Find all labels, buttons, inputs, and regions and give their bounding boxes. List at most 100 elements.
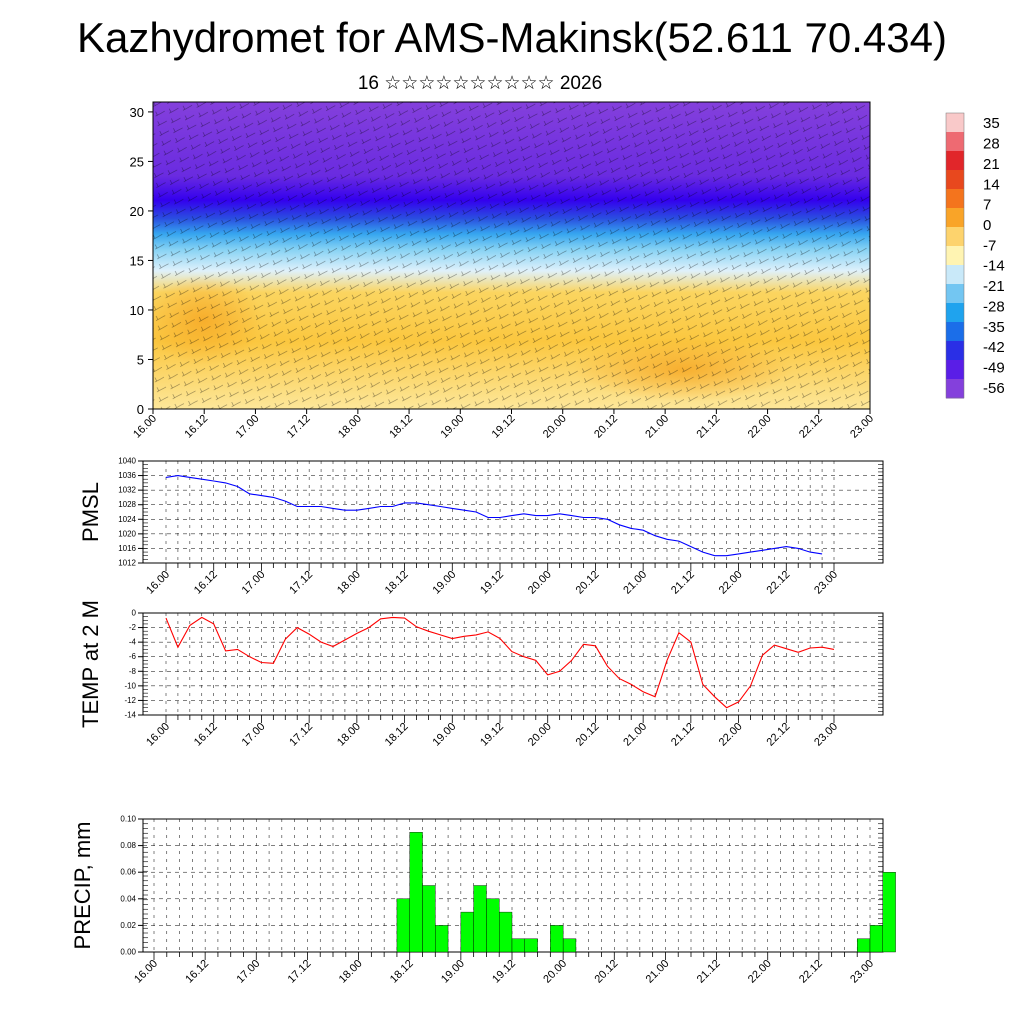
colorbar-swatch: [946, 284, 964, 304]
colorbar-swatch: [946, 151, 964, 171]
y-tick-label: -8: [129, 667, 137, 676]
x-tick-label: 23.00: [848, 958, 876, 986]
plot-frame: [142, 460, 884, 564]
colorbar-swatch: [946, 132, 964, 152]
x-tick-label: 22.00: [717, 721, 745, 749]
precip-bar: [473, 885, 487, 953]
precip-bar: [562, 938, 577, 953]
y-tick-label: -4: [129, 638, 137, 647]
y-tick-label: 0.06: [120, 868, 136, 877]
x-tick-label: 21.12: [669, 721, 697, 749]
x-tick-label: 16.00: [132, 958, 160, 986]
x-tick-label: 17.00: [234, 413, 262, 441]
x-tick-label: 20.12: [592, 413, 620, 441]
x-tick-label: 18.12: [388, 958, 416, 986]
plot-frame: [142, 612, 884, 716]
colorbar-swatch: [946, 113, 964, 133]
x-tick-label: 22.00: [746, 413, 774, 441]
y-tick-label: 0.10: [120, 815, 136, 824]
x-tick-label: 22.12: [764, 569, 792, 597]
colorbar-frame: [945, 112, 965, 399]
y-tick-label: 20: [130, 204, 144, 219]
x-tick-label: 18.00: [335, 569, 363, 597]
x-tick-label: 20.00: [526, 721, 554, 749]
x-tick-label: 22.12: [797, 958, 825, 986]
pmsl-line: [165, 475, 823, 557]
x-tick-label: 17.12: [286, 958, 314, 986]
y-tick-label: 10: [130, 303, 144, 318]
y-tick-label: 0.04: [120, 894, 136, 903]
y-tick-label: 0: [132, 609, 137, 618]
precip-bar: [435, 925, 449, 953]
y-tick-label: -2: [129, 623, 137, 632]
y-tick-label: 0.02: [120, 921, 136, 930]
x-tick-label: 20.12: [574, 721, 602, 749]
colorbar-label: -21: [983, 278, 1005, 295]
y-tick-label: 5: [137, 352, 144, 367]
x-tick-label: 19.00: [430, 569, 458, 597]
y-tick-label: 1032: [118, 486, 136, 495]
y-tick-label: -12: [124, 696, 136, 705]
colorbar: 35 28 21 14 7 0 -7 -14 -21 -28 -35 -42 -49 -56: [945, 112, 1005, 399]
x-tick-label: 22.12: [764, 721, 792, 749]
precip-bar: [396, 898, 410, 953]
precip-bar: [511, 938, 525, 953]
x-tick-label: 16.00: [131, 413, 159, 441]
x-tick-label: 18.00: [335, 721, 363, 749]
x-tick-label: 18.12: [383, 569, 411, 597]
x-tick-label: 19.12: [478, 721, 506, 749]
x-tick-label: 21.00: [643, 413, 671, 441]
x-tick-label: 18.12: [383, 721, 411, 749]
y-axis-title: PRECIP, mm: [70, 822, 95, 950]
colorbar-swatch: [946, 265, 964, 285]
field-overlays: [153, 102, 870, 409]
temp-line: [165, 616, 835, 709]
x-tick-label: 20.00: [526, 569, 554, 597]
colorbar-label: -35: [983, 319, 1005, 336]
x-tick-label: 23.00: [812, 721, 840, 749]
y-tick-label: 1028: [118, 500, 136, 509]
y-tick-label: 1012: [118, 559, 136, 568]
x-tick-label: 19.00: [430, 721, 458, 749]
precip-panel: 0.00 0.02 0.04 0.06 0.08 0.10 16.00 16.12 17.00 1…: [70, 815, 896, 986]
colorbar-swatch: [946, 170, 964, 190]
colorbar-swatch: [946, 379, 964, 399]
x-tick-label: 17.00: [234, 958, 262, 986]
precip-bar: [869, 925, 883, 953]
colorbar-label: 28: [983, 136, 1000, 153]
colorbar-swatch: [946, 322, 964, 342]
x-tick-label: 16.12: [192, 569, 220, 597]
x-tick-label: 16.12: [192, 721, 220, 749]
colorbar-label: 21: [983, 156, 1000, 173]
x-tick-label: 17.00: [240, 721, 268, 749]
x-tick-label: 21.12: [695, 958, 723, 986]
x-tick-label: 19.00: [438, 413, 466, 441]
precip-bar: [499, 911, 513, 953]
x-tick-label: 19.00: [439, 958, 467, 986]
pmsl-panel: 1012 1016 1020 1024 1028 1032 1036 1040 16.00 16.…: [78, 457, 884, 597]
chart-subtitle: 16 ☆☆☆☆☆☆☆☆☆☆ 2026: [357, 73, 603, 94]
precip-bar: [422, 885, 436, 953]
y-tick-label: 0.08: [120, 841, 136, 850]
colorbar-label: 35: [983, 115, 1000, 132]
x-tick-label: 17.12: [287, 721, 315, 749]
y-tick-label: 1040: [118, 457, 136, 466]
y-axis-title: PMSL: [78, 482, 103, 542]
colorbar-label: -14: [983, 258, 1005, 275]
y-axis-title: TEMP at 2 M: [78, 600, 103, 728]
temp-panel: -14 -12 -10 -8 -6 -4 -2 0 16.00 16.12 17.00 17.12 18…: [78, 600, 884, 749]
y-tick-label: -14: [124, 711, 136, 720]
y-tick-label: 0.00: [120, 948, 136, 957]
colorbar-swatch: [946, 341, 964, 361]
x-tick-label: 17.12: [287, 569, 315, 597]
colorbar-label: 7: [983, 197, 991, 214]
x-tick-label: 19.12: [478, 569, 506, 597]
colorbar-swatch: [946, 227, 964, 247]
y-tick-label: 1024: [118, 515, 136, 524]
x-tick-label: 22.00: [717, 569, 745, 597]
colorbar-swatch: [946, 246, 964, 266]
x-tick-label: 22.00: [746, 958, 774, 986]
colorbar-label: -56: [983, 380, 1005, 397]
x-tick-label: 21.00: [621, 721, 649, 749]
